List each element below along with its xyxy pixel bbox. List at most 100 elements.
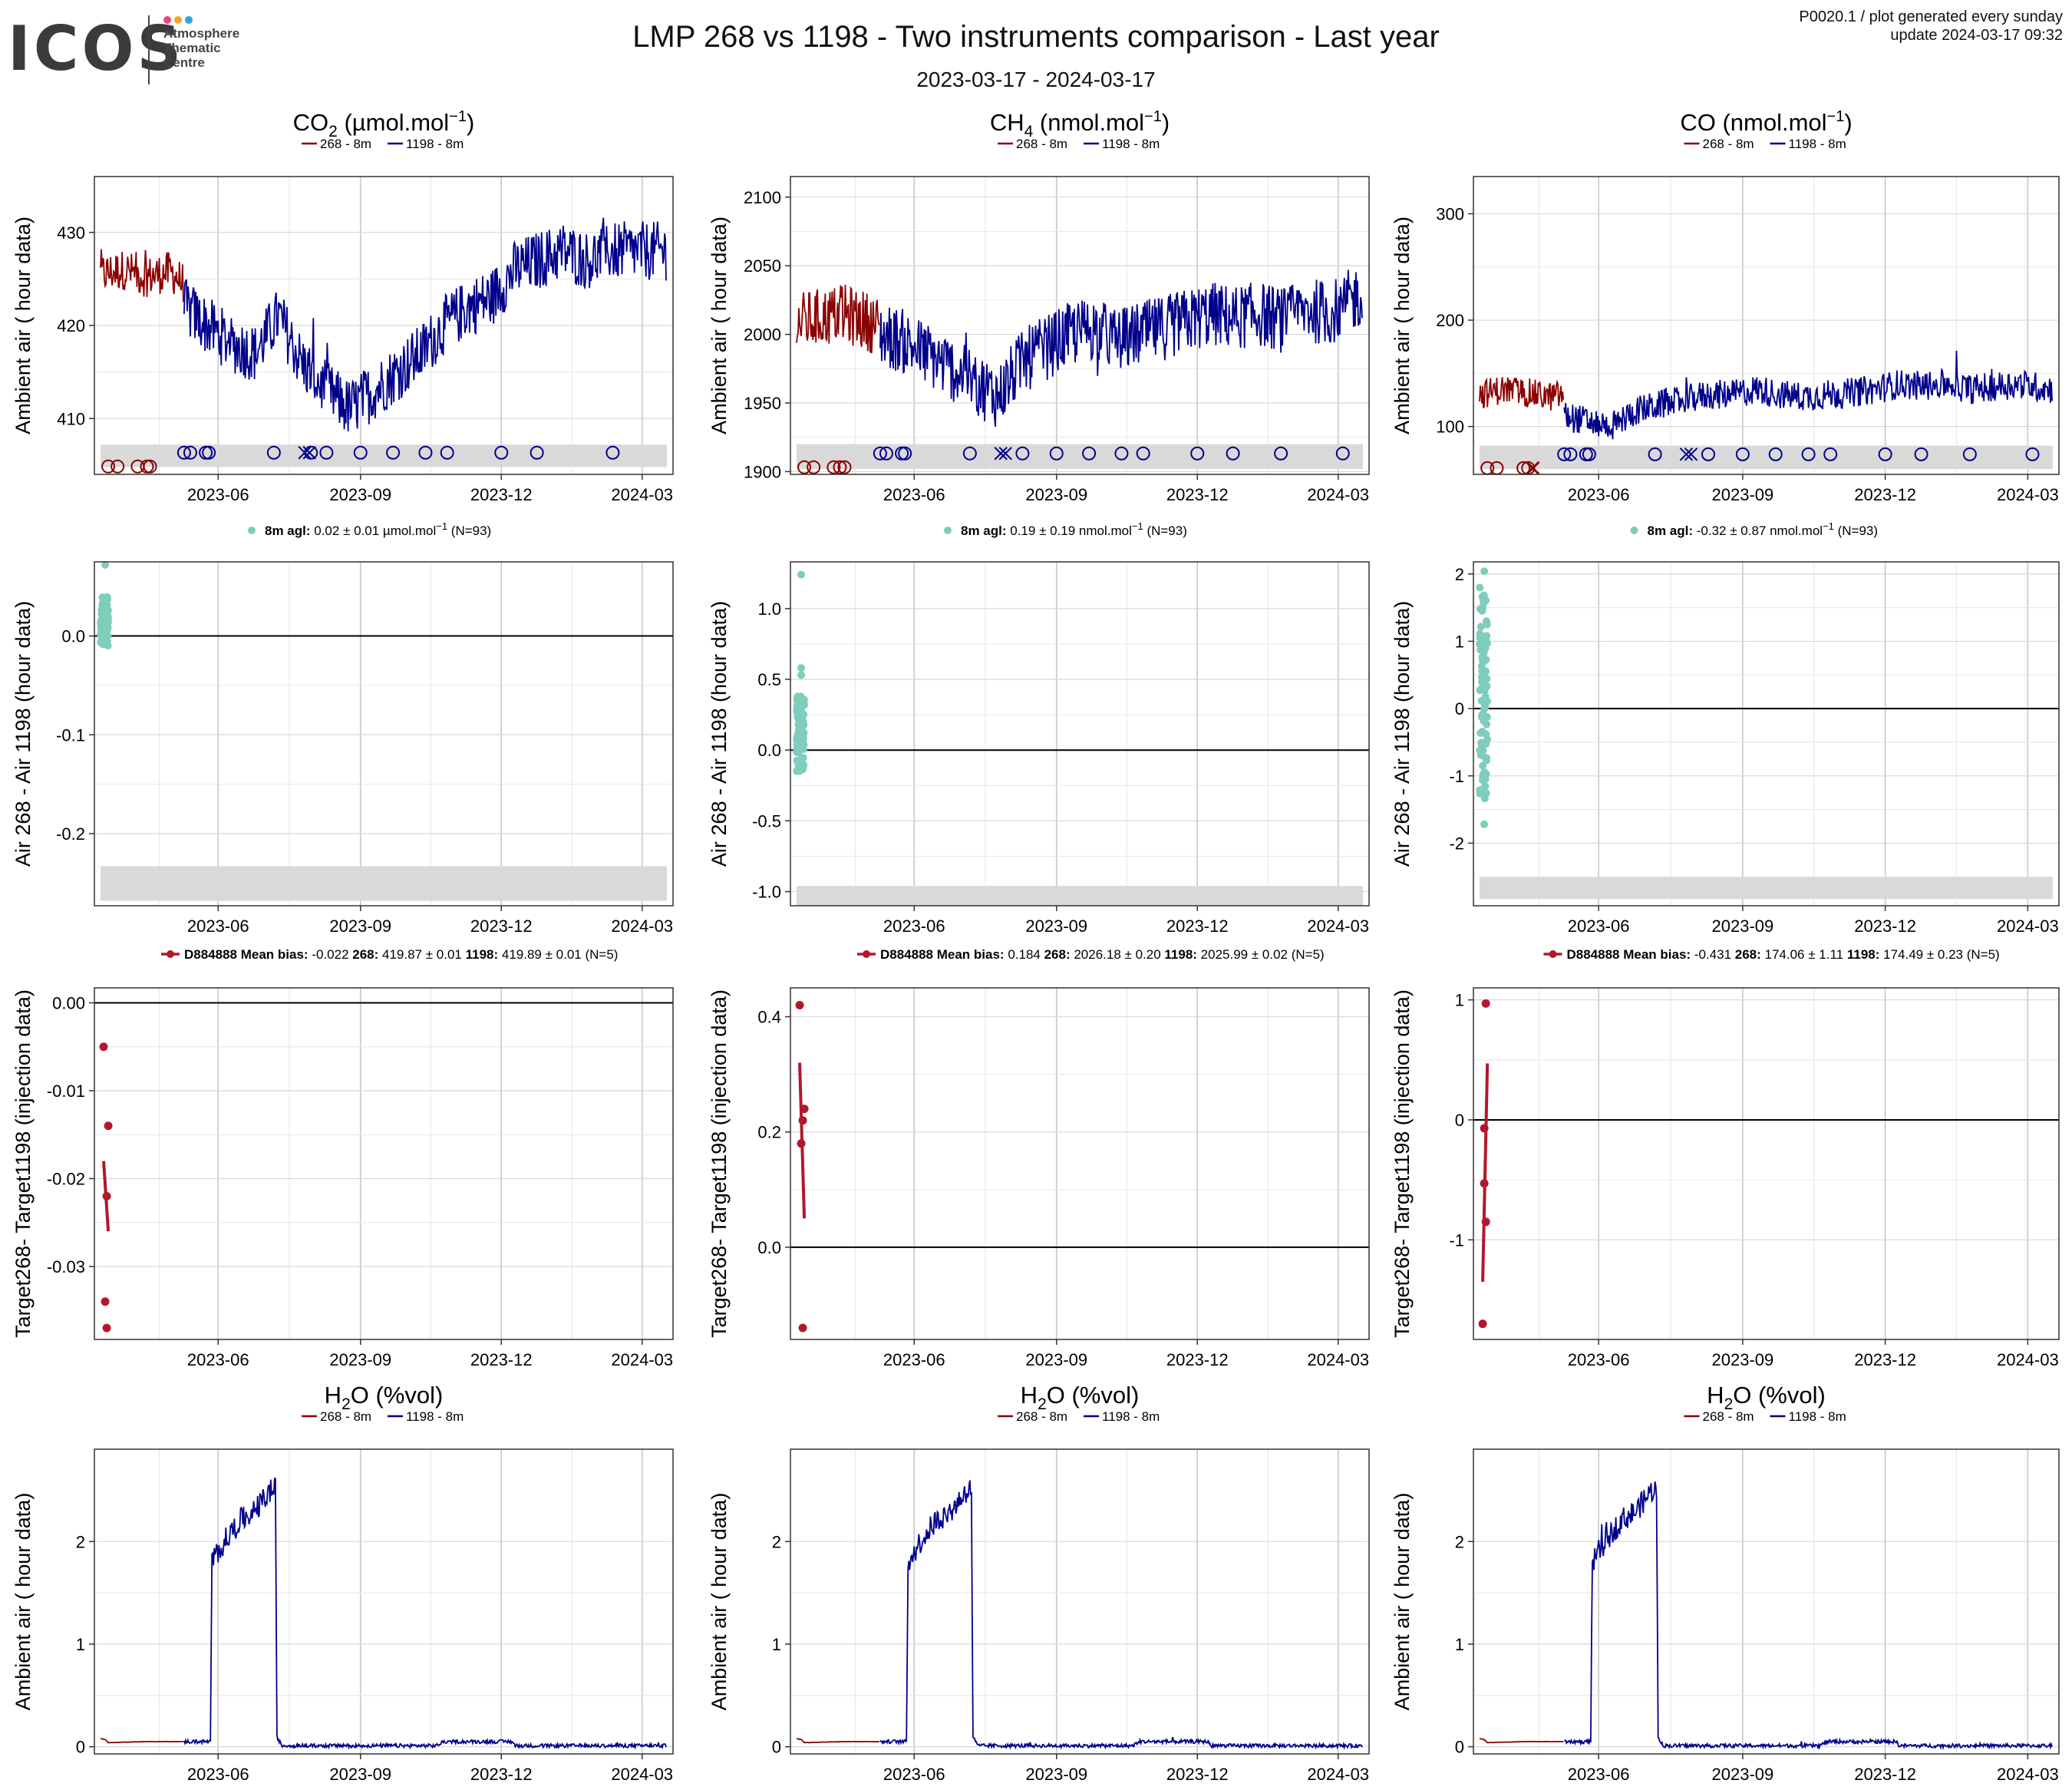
event-marker-1198 (898, 446, 912, 461)
x-tick-label: 2024-03 (611, 1765, 673, 1784)
chart-panel-ch4-scatter: 0.4 0.2 0.0 2023-06 2023-09 2023-12 2024-03 Tar… (708, 947, 1370, 1369)
y-tick-label: 2 (1455, 1532, 1464, 1551)
x-tick-label: 2023-06 (1568, 1765, 1630, 1784)
x-tick-label: 2024-03 (611, 916, 673, 936)
diff-point (800, 695, 808, 704)
event-cross-1198 (994, 447, 1008, 461)
y-tick-label: 0.0 (61, 627, 85, 646)
diff-point (1478, 606, 1486, 615)
diff-point (102, 613, 111, 622)
event-cross-1198 (302, 446, 316, 460)
event-marker-1198 (1226, 446, 1240, 461)
uncertainty-band (101, 866, 667, 901)
x-tick-label: 2023-12 (470, 1765, 533, 1784)
target-point (99, 1042, 108, 1052)
legend-target-stats: D884888 Mean bias: 0.184 268: 2026.18 ± … (880, 947, 1325, 962)
series-line-268 (100, 1738, 184, 1744)
event-marker-1198 (530, 445, 544, 460)
y-tick-label: 2100 (744, 188, 781, 207)
diff-point (1480, 698, 1488, 707)
target-point (102, 1323, 111, 1333)
diff-point (1483, 735, 1492, 744)
y-tick-label: 300 (1436, 205, 1464, 224)
chart-panel-co-line: 100 200 300 2023-06 2023-09 2023-12 2024-03 Amb… (1391, 108, 2060, 504)
diff-point (1478, 653, 1486, 662)
y-axis-label: Target268- Target1198 (injection data) (1391, 989, 1414, 1338)
x-tick-label: 2023-09 (1712, 916, 1774, 936)
y-tick-label: 430 (57, 223, 85, 243)
legend-label-268: 268 - 8m (1016, 1409, 1067, 1424)
event-marker-1198 (962, 446, 977, 461)
event-marker-268 (807, 460, 821, 474)
series-line-268 (1479, 377, 1565, 411)
legend-stats: 8m agl: 0.02 ± 0.01 µmol.mol−1 (N=93) (265, 520, 491, 538)
x-tick-label: 2023-09 (329, 485, 391, 504)
diff-point (797, 745, 805, 753)
x-tick-label: 2024-03 (1997, 916, 2059, 936)
y-axis-label: Air 268 - Air 1198 (hour data) (1391, 601, 1414, 867)
event-marker-1198 (1914, 447, 1928, 461)
legend-label-268: 268 - 8m (1703, 1409, 1754, 1424)
event-marker-1198 (1082, 446, 1097, 461)
y-tick-label: -0.5 (752, 811, 781, 831)
target-point (795, 1001, 804, 1010)
x-tick-label: 2023-09 (329, 1350, 391, 1369)
y-tick-label: -1 (1449, 1230, 1464, 1250)
y-tick-label: 2000 (744, 325, 781, 345)
x-tick-label: 2023-12 (1166, 485, 1229, 504)
x-tick-label: 2023-12 (1854, 485, 1916, 504)
series-line-1198 (879, 269, 1363, 428)
diff-point (97, 606, 106, 615)
x-tick-label: 2024-03 (611, 1350, 673, 1369)
diff-point (1477, 712, 1486, 721)
y-tick-label: 410 (57, 409, 85, 428)
target-trend-line (1481, 1063, 1490, 1283)
plot-frame (790, 987, 1370, 1340)
event-marker-1198 (1582, 447, 1596, 461)
update-timestamp: update 2024-03-17 09:32 (1890, 27, 2063, 44)
y-tick-label: 2 (1455, 565, 1464, 584)
event-marker-1198 (1801, 447, 1816, 461)
diff-point (1480, 673, 1488, 682)
event-marker-1198 (177, 445, 191, 460)
logo-wordmark: ICOS (8, 13, 185, 84)
diff-point (798, 723, 807, 732)
diff-point (1479, 595, 1487, 603)
y-tick-label: 0.5 (757, 670, 781, 689)
target-point (102, 1191, 111, 1200)
event-marker-268 (797, 460, 812, 474)
plot-frame (790, 561, 1370, 907)
diff-point (1481, 685, 1490, 693)
event-marker-1198 (440, 445, 454, 460)
x-tick-label: 2023-09 (329, 1765, 391, 1784)
target-point (798, 1323, 807, 1333)
event-marker-1198 (418, 445, 433, 460)
target-point (101, 1297, 110, 1306)
x-tick-label: 2023-09 (329, 916, 391, 936)
legend-target-stats: D884888 Mean bias: -0.022 268: 419.87 ± … (184, 947, 618, 962)
diff-point (1481, 692, 1490, 701)
event-marker-268 (143, 459, 157, 474)
x-tick-label: 2023-12 (470, 1350, 533, 1369)
x-tick-label: 2023-06 (883, 916, 945, 936)
panel-title: H2O (%vol) (1021, 1382, 1140, 1413)
y-tick-label: 200 (1436, 311, 1464, 330)
y-tick-label: -0.02 (47, 1169, 85, 1188)
y-axis-label: Air 268 - Air 1198 (hour data) (12, 601, 35, 867)
x-tick-label: 2024-03 (1307, 1350, 1369, 1369)
diff-point (1483, 620, 1491, 629)
y-tick-label: -1.0 (752, 883, 781, 902)
logo-line: Centre (163, 55, 205, 70)
x-tick-label: 2023-06 (1568, 916, 1630, 936)
plot-frame (94, 987, 674, 1340)
x-tick-label: 2024-03 (1997, 1350, 2059, 1369)
y-tick-label: 1900 (744, 462, 781, 481)
y-tick-label: 1.0 (757, 599, 781, 619)
y-axis-label: Ambient air ( hour data) (708, 1493, 731, 1711)
event-marker-1198 (319, 445, 334, 460)
legend-label-268: 268 - 8m (320, 1409, 371, 1424)
x-tick-label: 2023-06 (187, 1350, 249, 1369)
y-tick-label: 0.2 (757, 1123, 781, 1142)
y-axis-label: Ambient air ( hour data) (12, 216, 35, 434)
